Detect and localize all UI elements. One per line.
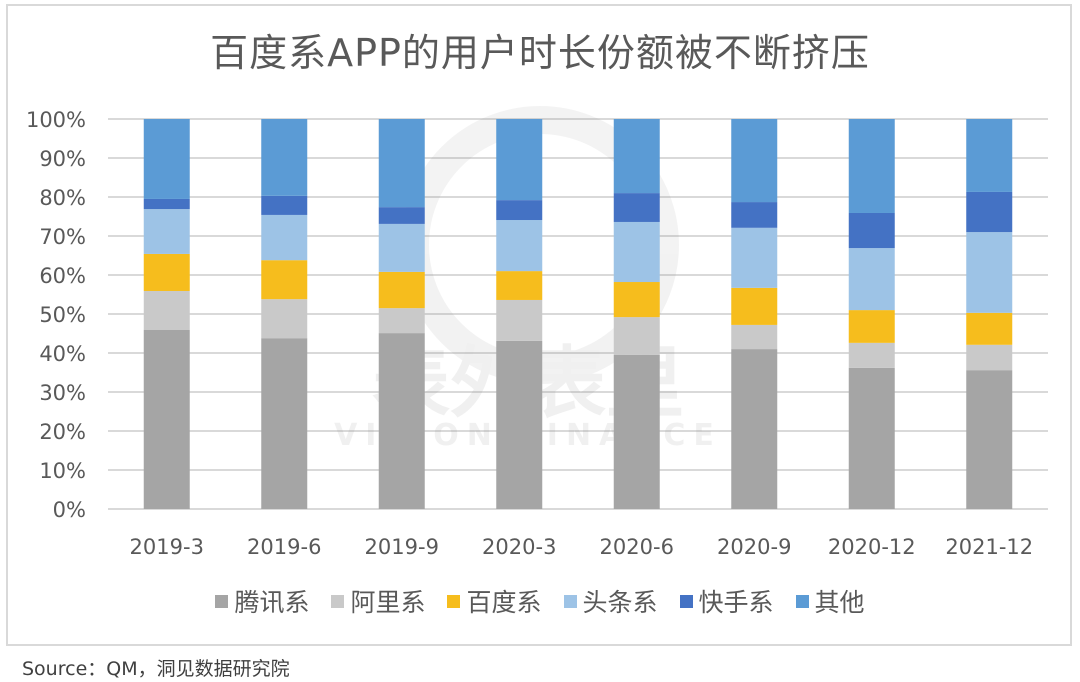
- bar-segment: [731, 349, 778, 509]
- x-tick-label: 2020-12: [828, 535, 916, 559]
- legend-label: 腾讯系: [234, 588, 310, 617]
- bar-segment: [613, 317, 660, 355]
- bar-segment: [143, 253, 190, 291]
- bar-segment: [261, 260, 308, 300]
- bar-segment: [731, 324, 778, 350]
- bar-segment: [613, 221, 660, 283]
- y-tick-label: 80%: [39, 186, 86, 210]
- bar-segment: [966, 344, 1013, 371]
- bar-segment: [143, 119, 190, 199]
- bar-segment: [496, 299, 543, 341]
- legend-item: 阿里系: [331, 583, 425, 619]
- bar-segment: [378, 119, 425, 208]
- x-tick-label: 2020-9: [717, 535, 791, 559]
- y-tick-label: 40%: [39, 342, 86, 366]
- bar-segment: [848, 310, 895, 343]
- x-tick-label: 2019-6: [247, 535, 321, 559]
- legend: 腾讯系 阿里系 百度系 头条系 快手系 其他: [0, 583, 1080, 619]
- bar-segment: [378, 271, 425, 309]
- x-tick-label: 2020-6: [600, 535, 674, 559]
- y-tick-label: 50%: [39, 303, 86, 327]
- bar-segment: [496, 119, 543, 201]
- bar-segment: [496, 271, 543, 300]
- bar-segment: [848, 342, 895, 368]
- legend-item: 其他: [795, 583, 865, 619]
- x-tick-label: 2019-3: [130, 535, 204, 559]
- bar-segment: [613, 282, 660, 318]
- bar-segment: [966, 191, 1013, 233]
- bar-segment: [613, 193, 660, 222]
- legend-swatch-icon: [679, 594, 693, 608]
- legend-item: 头条系: [563, 583, 658, 619]
- x-tick-label: 2020-3: [482, 535, 556, 559]
- x-tick-label: 2021-12: [945, 535, 1033, 559]
- bar-segment: [848, 212, 895, 249]
- legend-item: 快手系: [679, 583, 774, 619]
- legend-label: 快手系: [698, 588, 774, 617]
- bar-segment: [731, 227, 778, 288]
- bar-segment: [731, 202, 778, 228]
- bar-segment: [731, 287, 778, 325]
- bar-segment: [496, 200, 543, 221]
- x-tick-label: 2019-9: [365, 535, 439, 559]
- bar-segment: [613, 119, 660, 194]
- bar-segment: [966, 119, 1013, 192]
- legend-swatch-icon: [563, 594, 577, 608]
- bar-segment: [613, 354, 660, 509]
- bar-segment: [143, 290, 190, 330]
- bar-segment: [261, 338, 308, 509]
- bar-segment: [261, 214, 308, 261]
- bar-segment: [378, 223, 425, 272]
- legend-item: 腾讯系: [215, 583, 309, 619]
- bar-segment: [848, 119, 895, 213]
- bar-segment: [496, 220, 543, 272]
- bar-segment: [378, 333, 425, 509]
- y-tick-label: 70%: [39, 225, 86, 249]
- bar-segment: [261, 299, 308, 339]
- bar-segment: [143, 329, 190, 509]
- legend-label: 其他: [814, 588, 865, 617]
- bar-segment: [378, 308, 425, 334]
- bar-segment: [966, 312, 1013, 345]
- y-tick-label: 60%: [39, 264, 86, 288]
- bar-segment: [731, 119, 778, 203]
- bar-segment: [378, 207, 425, 224]
- bar-segment: [966, 370, 1013, 509]
- y-tick-label: 10%: [39, 459, 86, 483]
- bar-segment: [143, 198, 190, 210]
- bar-segment: [496, 340, 543, 509]
- bar-segment: [143, 209, 190, 254]
- bar-segment: [848, 248, 895, 311]
- bar-segment: [848, 367, 895, 509]
- legend-item: 百度系: [447, 583, 542, 619]
- bar-segment: [261, 119, 308, 196]
- bar-segment: [966, 232, 1013, 313]
- x-axis-ticks: 2019-3 2019-6 2019-9 2020-3 2020-6 2020-9 2020…: [130, 535, 1034, 559]
- legend-label: 头条系: [582, 588, 658, 617]
- y-tick-label: 90%: [39, 147, 86, 171]
- y-tick-label: 0%: [53, 498, 86, 522]
- y-tick-label: 100%: [26, 108, 86, 132]
- bars: [143, 119, 1013, 509]
- bar-segment: [261, 195, 308, 215]
- chart-title: 百度系APP的用户时长份额被不断挤压: [210, 31, 870, 75]
- legend-swatch-icon: [215, 594, 229, 608]
- y-tick-label: 20%: [39, 420, 86, 444]
- legend-label: 阿里系: [350, 588, 426, 617]
- legend-swatch-icon: [331, 594, 345, 608]
- y-axis-ticks: 0% 10% 20% 30% 40% 50% 60% 70% 80% 90% 100%: [26, 108, 86, 522]
- legend-swatch-icon: [795, 594, 809, 608]
- legend-label: 百度系: [466, 588, 542, 617]
- source-note: Source：QM，洞见数据研究院: [22, 658, 290, 680]
- legend-swatch-icon: [447, 594, 461, 608]
- y-tick-label: 30%: [39, 381, 86, 405]
